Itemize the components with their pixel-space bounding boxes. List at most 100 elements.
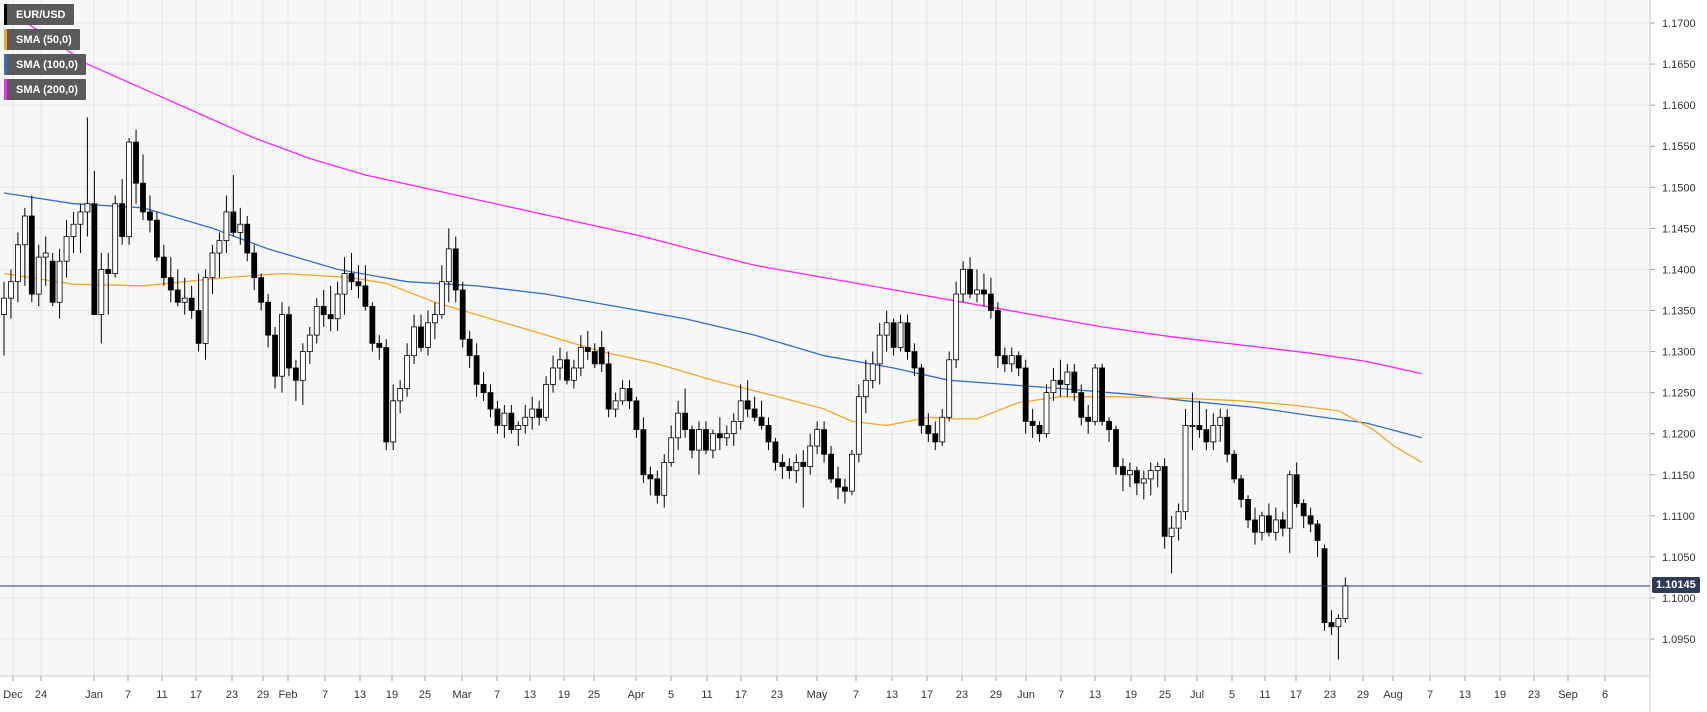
- candle-body[interactable]: [1266, 515, 1272, 533]
- candle-body[interactable]: [703, 429, 709, 451]
- candle-body[interactable]: [119, 203, 126, 237]
- candle-body[interactable]: [14, 244, 21, 283]
- candle-body[interactable]: [1127, 470, 1133, 476]
- candle-body[interactable]: [1050, 379, 1057, 394]
- candle-body[interactable]: [522, 416, 529, 426]
- candle-body[interactable]: [828, 453, 834, 480]
- candle-body[interactable]: [56, 260, 63, 303]
- candle-body[interactable]: [1210, 425, 1217, 443]
- candle-body[interactable]: [299, 351, 306, 381]
- candle-body[interactable]: [1279, 519, 1286, 529]
- candle-body[interactable]: [925, 425, 932, 435]
- candle-body[interactable]: [126, 141, 132, 237]
- candle-body[interactable]: [28, 215, 35, 295]
- candle-body[interactable]: [230, 211, 237, 233]
- candle-body[interactable]: [571, 367, 577, 381]
- candle-body[interactable]: [181, 297, 188, 303]
- candle-body[interactable]: [112, 203, 119, 274]
- candle-body[interactable]: [188, 297, 195, 311]
- candle-body[interactable]: [216, 240, 223, 254]
- candle-body[interactable]: [598, 347, 605, 365]
- candle-body[interactable]: [341, 273, 348, 295]
- candle-body[interactable]: [279, 314, 285, 377]
- candle-body[interactable]: [640, 429, 647, 476]
- candle-body[interactable]: [1078, 392, 1085, 418]
- candle-body[interactable]: [376, 342, 383, 348]
- candle-body[interactable]: [418, 326, 424, 348]
- candle-body[interactable]: [918, 367, 925, 426]
- candle-body[interactable]: [932, 433, 939, 443]
- candle-body[interactable]: [529, 408, 536, 418]
- candle-body[interactable]: [800, 462, 807, 467]
- candle-body[interactable]: [508, 412, 515, 430]
- candle-body[interactable]: [70, 223, 77, 237]
- candle-body[interactable]: [835, 478, 841, 488]
- candle-body[interactable]: [807, 445, 814, 467]
- candle-body[interactable]: [438, 281, 445, 315]
- candle-body[interactable]: [1307, 515, 1314, 525]
- candle-body[interactable]: [967, 269, 973, 295]
- candle-body[interactable]: [515, 425, 522, 430]
- candle-body[interactable]: [904, 322, 911, 352]
- candle-body[interactable]: [98, 269, 105, 315]
- candle-body[interactable]: [654, 478, 661, 496]
- candle-body[interactable]: [286, 314, 292, 369]
- candle-body[interactable]: [174, 289, 181, 303]
- candle-body[interactable]: [1154, 466, 1161, 472]
- candle-body[interactable]: [564, 359, 570, 381]
- candle-body[interactable]: [849, 453, 855, 492]
- candle-body[interactable]: [21, 215, 28, 246]
- candle-body[interactable]: [793, 462, 800, 472]
- candle-body[interactable]: [988, 293, 994, 311]
- candle-body[interactable]: [619, 388, 626, 402]
- candle-body[interactable]: [557, 359, 563, 369]
- candle-body[interactable]: [855, 396, 862, 455]
- candle-body[interactable]: [1036, 425, 1043, 435]
- candle-body[interactable]: [355, 281, 362, 287]
- legend-item-sma100[interactable]: SMA (100,0): [4, 54, 86, 75]
- candle-body[interactable]: [1175, 511, 1182, 529]
- candle-body[interactable]: [84, 203, 91, 213]
- candle-body[interactable]: [473, 355, 480, 385]
- candle-body[interactable]: [306, 334, 313, 352]
- candle-body[interactable]: [153, 219, 160, 258]
- candle-body[interactable]: [939, 416, 946, 443]
- candle-body[interactable]: [751, 408, 758, 418]
- candle-body[interactable]: [1133, 470, 1140, 484]
- candle-body[interactable]: [77, 211, 84, 225]
- candle-body[interactable]: [237, 223, 244, 233]
- candle-body[interactable]: [661, 462, 668, 496]
- candle-body[interactable]: [1064, 371, 1071, 385]
- candle-body[interactable]: [1217, 416, 1224, 426]
- candle-body[interactable]: [1071, 371, 1078, 394]
- candle-body[interactable]: [369, 305, 376, 344]
- candle-body[interactable]: [1029, 420, 1036, 426]
- candle-body[interactable]: [1043, 392, 1050, 435]
- candle-body[interactable]: [1231, 453, 1238, 480]
- candle-body[interactable]: [258, 277, 265, 303]
- candle-body[interactable]: [459, 289, 466, 340]
- candle-body[interactable]: [209, 252, 216, 279]
- candle-body[interactable]: [223, 211, 230, 242]
- candle-body[interactable]: [1286, 474, 1293, 529]
- legend-item-sma50[interactable]: SMA (50,0): [4, 29, 80, 50]
- candle-body[interactable]: [981, 289, 987, 295]
- candle-body[interactable]: [140, 182, 146, 213]
- candle-body[interactable]: [1196, 425, 1203, 430]
- candle-body[interactable]: [842, 486, 848, 492]
- candle-body[interactable]: [35, 256, 42, 295]
- candle-body[interactable]: [536, 408, 543, 418]
- candle-body[interactable]: [1147, 470, 1154, 480]
- candle-body[interactable]: [348, 273, 355, 283]
- candle-body[interactable]: [1099, 367, 1105, 422]
- candle-body[interactable]: [1001, 355, 1008, 365]
- candle-body[interactable]: [42, 252, 49, 258]
- candle-body[interactable]: [758, 416, 765, 426]
- candle-body[interactable]: [63, 236, 70, 262]
- candle-body[interactable]: [1335, 618, 1342, 628]
- candle-body[interactable]: [1238, 478, 1244, 500]
- candle-body[interactable]: [195, 310, 202, 344]
- candle-body[interactable]: [960, 269, 966, 295]
- candle-body[interactable]: [8, 281, 14, 299]
- candle-body[interactable]: [334, 293, 341, 320]
